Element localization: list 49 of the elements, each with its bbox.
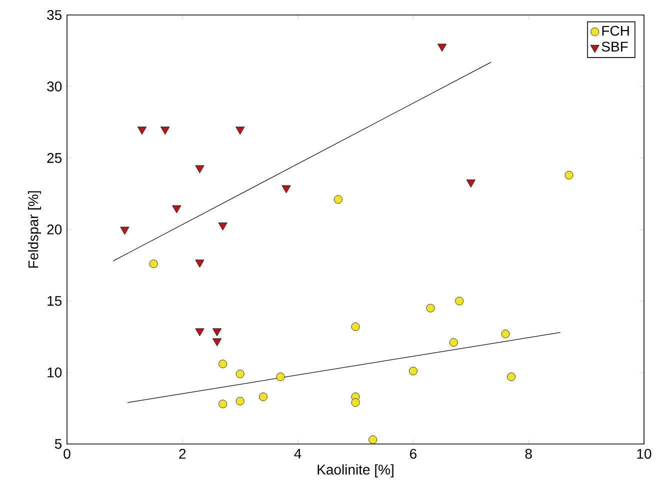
x-tick-label: 8 [525,448,532,459]
point [212,338,222,346]
point [149,260,158,268]
point [501,330,510,338]
point [160,126,170,135]
legend-label: FCH [602,26,629,36]
point [236,126,245,135]
point [351,398,360,407]
point [120,226,130,235]
x-tick-label: 6 [410,448,416,459]
point [564,170,574,180]
y-tick-label: 15 [48,296,62,306]
point [368,435,378,444]
x-tick-label: 0 [64,448,70,459]
point [236,396,244,406]
y-tick-label: 5 [54,439,62,449]
point [195,165,204,174]
y-tick-label: 35 [47,10,62,20]
y-tick-label: 25 [47,153,62,163]
point [507,372,516,381]
point [409,366,418,376]
point [212,328,222,336]
x-axis-title: Kaolinite [%] [318,464,394,478]
point [334,195,342,204]
point [218,222,228,230]
point [276,372,285,381]
point [438,44,447,52]
point [195,260,204,268]
point [258,392,268,401]
y-tick-label: 20 [47,224,62,234]
point [218,360,227,368]
point [351,322,360,331]
point [195,328,204,336]
point [137,126,147,135]
point [426,304,435,312]
y-axis-title: Feldspar [%] [28,191,42,268]
point [449,338,458,347]
x-tick-label: 4 [294,448,302,458]
legend-label: SBF [602,42,628,52]
y-tick-label: 10 [48,368,62,378]
point [455,296,464,306]
point [282,185,291,194]
point [466,180,476,188]
x-tick-label: 2 [179,448,186,459]
y-tick-label: 30 [47,82,62,92]
point [172,205,182,214]
x-tick-label: 10 [637,448,652,459]
point [218,400,227,408]
point [236,370,244,378]
